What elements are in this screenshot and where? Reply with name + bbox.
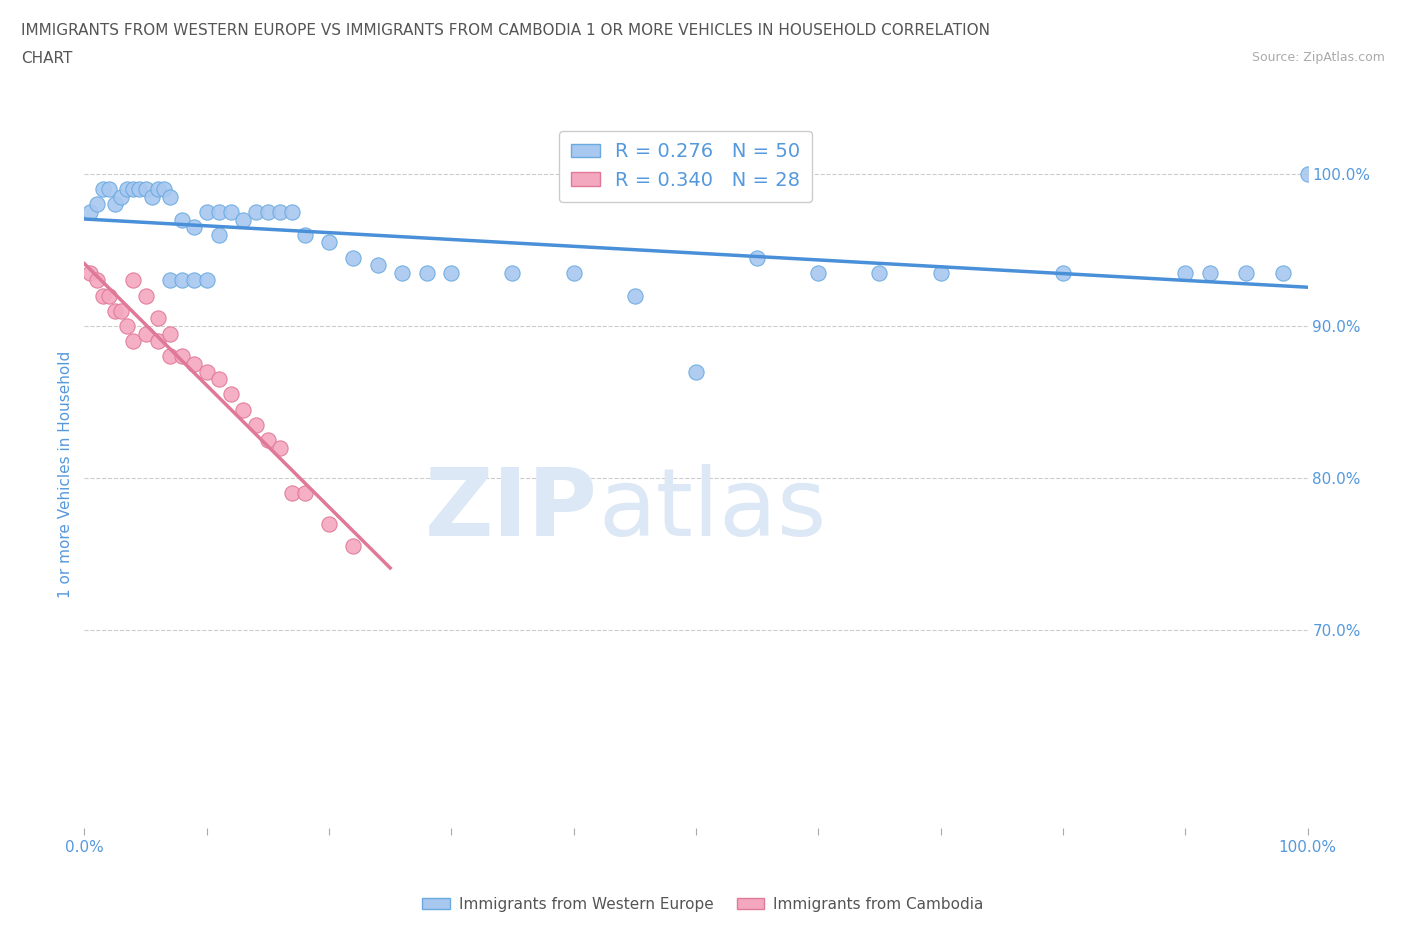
Point xyxy=(232,403,254,418)
Point xyxy=(104,197,127,212)
Point xyxy=(110,303,132,318)
Point xyxy=(97,288,120,303)
Point xyxy=(1052,265,1074,280)
Point xyxy=(1272,265,1295,280)
Point xyxy=(281,205,304,219)
Point xyxy=(294,485,316,500)
Point xyxy=(195,273,218,288)
Y-axis label: 1 or more Vehicles in Household: 1 or more Vehicles in Household xyxy=(58,351,73,598)
Point xyxy=(342,539,364,554)
Point xyxy=(318,235,340,250)
Point xyxy=(146,182,169,197)
Point xyxy=(391,265,413,280)
Legend: R = 0.276   N = 50, R = 0.340   N = 28: R = 0.276 N = 50, R = 0.340 N = 28 xyxy=(560,130,813,202)
Point xyxy=(79,265,101,280)
Point xyxy=(219,387,242,402)
Point xyxy=(195,365,218,379)
Text: CHART: CHART xyxy=(21,51,73,66)
Point xyxy=(122,182,145,197)
Point xyxy=(440,265,463,280)
Point xyxy=(104,303,127,318)
Point xyxy=(79,205,101,219)
Point xyxy=(146,334,169,349)
Point xyxy=(135,326,157,341)
Point xyxy=(685,365,707,379)
Point xyxy=(183,357,205,372)
Point xyxy=(146,311,169,325)
Point xyxy=(128,182,150,197)
Text: IMMIGRANTS FROM WESTERN EUROPE VS IMMIGRANTS FROM CAMBODIA 1 OR MORE VEHICLES IN: IMMIGRANTS FROM WESTERN EUROPE VS IMMIGR… xyxy=(21,23,990,38)
Point xyxy=(219,205,242,219)
Point xyxy=(269,440,291,455)
Point xyxy=(172,212,194,227)
Point xyxy=(122,334,145,349)
Point xyxy=(562,265,585,280)
Text: ZIP: ZIP xyxy=(425,464,598,555)
Point xyxy=(869,265,891,280)
Point xyxy=(416,265,439,280)
Point xyxy=(257,205,280,219)
Point xyxy=(141,190,163,205)
Point xyxy=(929,265,952,280)
Text: atlas: atlas xyxy=(598,464,827,555)
Point xyxy=(195,205,218,219)
Point xyxy=(159,273,181,288)
Point xyxy=(1198,265,1220,280)
Point xyxy=(183,273,205,288)
Legend: Immigrants from Western Europe, Immigrants from Cambodia: Immigrants from Western Europe, Immigran… xyxy=(416,891,990,918)
Point xyxy=(159,349,181,364)
Point xyxy=(624,288,647,303)
Point xyxy=(208,228,231,243)
Point xyxy=(91,288,114,303)
Point xyxy=(86,197,108,212)
Point xyxy=(91,182,114,197)
Point xyxy=(208,205,231,219)
Point xyxy=(269,205,291,219)
Point xyxy=(232,212,254,227)
Point xyxy=(318,516,340,531)
Point xyxy=(159,190,181,205)
Point xyxy=(153,182,176,197)
Point xyxy=(159,326,181,341)
Point xyxy=(183,219,205,234)
Point xyxy=(807,265,830,280)
Point xyxy=(502,265,524,280)
Point xyxy=(281,485,304,500)
Point xyxy=(294,228,316,243)
Point xyxy=(1236,265,1258,280)
Point xyxy=(342,250,364,265)
Point xyxy=(1296,166,1319,181)
Point xyxy=(367,258,389,272)
Point xyxy=(115,182,138,197)
Point xyxy=(1174,265,1197,280)
Point xyxy=(110,190,132,205)
Point xyxy=(257,432,280,447)
Point xyxy=(135,182,157,197)
Point xyxy=(86,273,108,288)
Point xyxy=(747,250,769,265)
Point xyxy=(97,182,120,197)
Point xyxy=(245,205,267,219)
Point xyxy=(115,319,138,334)
Point xyxy=(172,273,194,288)
Point xyxy=(172,349,194,364)
Point xyxy=(122,273,145,288)
Point xyxy=(245,418,267,432)
Point xyxy=(135,288,157,303)
Text: Source: ZipAtlas.com: Source: ZipAtlas.com xyxy=(1251,51,1385,64)
Point xyxy=(208,372,231,387)
